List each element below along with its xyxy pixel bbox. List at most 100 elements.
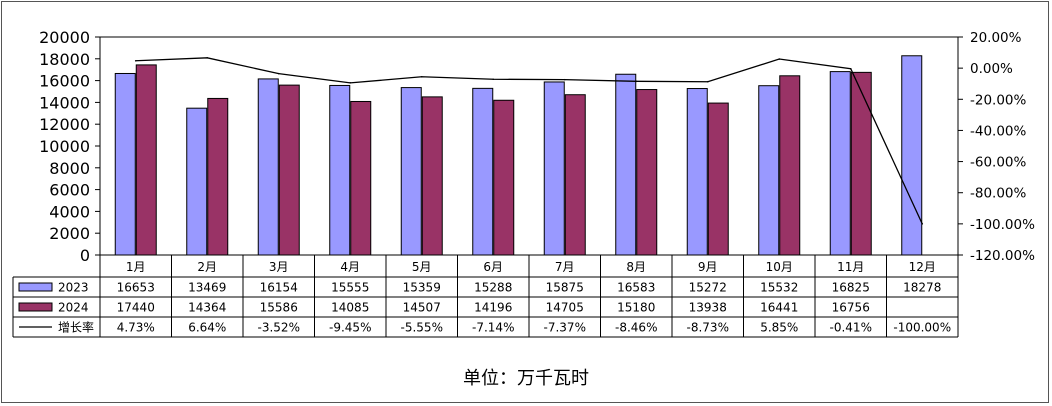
- growth-rate-point: [492, 78, 495, 81]
- data-label: 15288: [474, 281, 512, 295]
- left-axis-label: 10000: [39, 137, 90, 156]
- bar-2024: [135, 64, 157, 256]
- growth-rate-point: [563, 78, 566, 81]
- data-label: -5.55%: [401, 321, 443, 335]
- category-label: 8月: [626, 260, 646, 274]
- data-label: 15272: [689, 281, 727, 295]
- growth-rate-point: [277, 72, 280, 75]
- bar-2023: [615, 73, 637, 256]
- left-axis-label: 4000: [49, 202, 90, 221]
- left-axis-label: 2000: [49, 224, 90, 243]
- data-label: -0.41%: [830, 321, 872, 335]
- data-label: 14507: [403, 301, 441, 315]
- category-label: 5月: [412, 260, 432, 274]
- data-label: 13469: [188, 281, 226, 295]
- bar-2023: [543, 81, 565, 256]
- data-label: 17440: [117, 301, 155, 315]
- category-label: 9月: [698, 260, 718, 274]
- category-label: 1月: [126, 260, 146, 274]
- data-label: -9.45%: [329, 321, 371, 335]
- bar-2024: [278, 84, 300, 256]
- bar-2024: [564, 94, 586, 256]
- category-label: 10月: [766, 260, 793, 274]
- data-label: 15359: [403, 281, 441, 295]
- left-axis-label: 18000: [39, 50, 90, 69]
- left-axis-label: 6000: [49, 181, 90, 200]
- data-label: 16825: [832, 281, 870, 295]
- left-axis-label: 14000: [39, 93, 90, 112]
- category-label: 12月: [909, 260, 936, 274]
- data-label: 6.64%: [188, 321, 226, 335]
- bar-2024: [350, 100, 372, 256]
- growth-rate-point: [206, 57, 209, 59]
- bar-2023: [114, 72, 136, 256]
- data-label: 16756: [832, 301, 870, 315]
- growth-rate-point: [420, 75, 423, 78]
- bar-2024: [493, 99, 515, 256]
- bar-2024: [421, 96, 443, 256]
- bar-2023: [472, 87, 494, 256]
- data-label: 14364: [188, 301, 226, 315]
- bar-2023: [400, 87, 422, 256]
- category-label: 6月: [483, 260, 503, 274]
- right-axis-label: 0.00%: [970, 61, 1013, 77]
- bar-2023: [186, 107, 208, 256]
- data-label: 4.73%: [117, 321, 155, 335]
- data-label: 16653: [117, 281, 155, 295]
- data-label: 15555: [331, 281, 369, 295]
- data-label: 14705: [546, 301, 584, 315]
- legend-label: 2024: [58, 301, 89, 315]
- right-axis-label: -120.00%: [970, 248, 1035, 264]
- data-label: 13938: [689, 301, 727, 315]
- unit-label: 单位：万千瓦时: [463, 368, 589, 389]
- right-axis-label: -40.00%: [970, 123, 1027, 139]
- bar-2023: [901, 55, 923, 256]
- data-label: -8.46%: [615, 321, 657, 335]
- bar-2023: [257, 78, 279, 256]
- left-axis-label: 8000: [49, 159, 90, 178]
- data-label: -7.14%: [472, 321, 514, 335]
- data-label: 14196: [474, 301, 512, 315]
- legend-label: 增长率: [58, 320, 94, 335]
- right-axis-label: 20.00%: [970, 30, 1022, 46]
- data-label: -8.73%: [687, 321, 729, 335]
- category-label: 3月: [269, 260, 289, 274]
- bar-2024: [779, 75, 801, 256]
- bar-2024: [850, 71, 872, 256]
- category-label: 11月: [837, 260, 864, 274]
- category-label: 7月: [555, 260, 575, 274]
- category-label: 2月: [197, 260, 217, 274]
- growth-rate-point: [349, 82, 352, 84]
- left-axis-label: 16000: [39, 72, 90, 91]
- bar-2024: [707, 102, 729, 256]
- growth-rate-point: [134, 59, 137, 62]
- bar-2024: [207, 97, 229, 256]
- growth-rate-point: [849, 67, 852, 70]
- left-axis-label: 12000: [39, 115, 90, 134]
- data-label: 18278: [903, 281, 941, 295]
- left-axis-label: 20000: [39, 28, 90, 47]
- bar-2023: [329, 84, 351, 256]
- growth-rate-point: [921, 223, 924, 225]
- growth-rate-point: [778, 58, 781, 60]
- legend-key-2024: [18, 302, 53, 312]
- growth-rate-line: [135, 57, 923, 225]
- data-label: 15875: [546, 281, 584, 295]
- legend-label: 2023: [58, 281, 89, 295]
- right-axis-label: -20.00%: [970, 92, 1027, 108]
- data-label: -3.52%: [258, 321, 300, 335]
- bar-2023: [758, 85, 780, 256]
- right-axis-label: -80.00%: [970, 186, 1027, 202]
- bar-2023: [686, 88, 708, 256]
- legend-key-2023: [18, 282, 53, 292]
- category-label: 4月: [340, 260, 360, 274]
- data-label: -100.00%: [893, 321, 951, 335]
- data-label: 15180: [617, 301, 655, 315]
- left-axis-label: 0: [80, 246, 90, 265]
- growth-rate-point: [706, 80, 709, 83]
- bar-2023: [829, 71, 851, 256]
- data-label: -7.37%: [544, 321, 586, 335]
- data-label: 16583: [617, 281, 655, 295]
